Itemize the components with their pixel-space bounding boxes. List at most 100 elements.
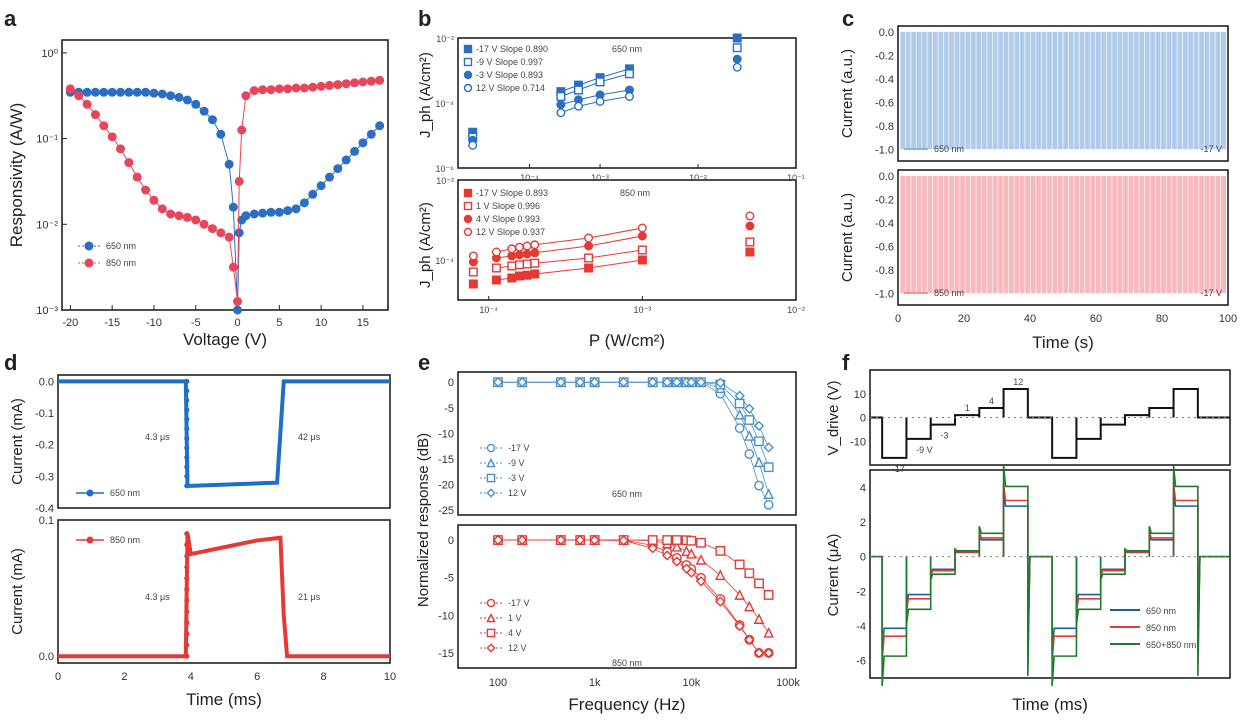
a-legend-marker [84, 241, 94, 251]
e-data-point [696, 537, 706, 548]
c-ytick-label: -0.8 [875, 265, 894, 277]
e-data-point [744, 430, 755, 441]
a-data-point [283, 84, 293, 94]
a-data-point [82, 87, 92, 97]
f-top-ytick-label: -10 [850, 436, 866, 448]
a-data-point [90, 110, 100, 120]
e-data-point [744, 634, 755, 645]
f-bottom-ytick-label: 2 [860, 517, 866, 529]
d-fall-time: 42 μs [298, 432, 321, 442]
c-ytick-label: -0.8 [875, 121, 894, 133]
a-data-point [216, 228, 226, 238]
e-data-point [744, 415, 755, 425]
e-xtick-label: 100k [776, 677, 800, 689]
e-data-point [763, 647, 774, 659]
b-data-point [624, 91, 634, 101]
e-legend-label: -17 V [508, 598, 530, 608]
a-data-point [316, 81, 326, 91]
c-bias-label: -17 V [1200, 288, 1222, 298]
a-legend-label: 850 nm [106, 258, 136, 268]
c-ytick-label: -0.6 [875, 241, 894, 253]
b-legend-marker [463, 188, 473, 198]
b-xtick-label: 10⁻¹ [787, 173, 805, 183]
b-data-point [522, 270, 532, 280]
e-xtick-label: 1k [589, 677, 601, 689]
a-data-point [132, 172, 142, 182]
c-ytick-label: 0.0 [879, 171, 894, 183]
b-legend-label: 12 V Slope 0.937 [476, 227, 545, 237]
e-data-point [734, 559, 745, 570]
a-data-point [366, 129, 376, 139]
b-data-point [514, 242, 524, 252]
e-legend-marker [486, 473, 496, 483]
a-data-point [191, 99, 201, 109]
panel-f-bottom-frame [869, 469, 1231, 679]
c-ytick-label: -0.2 [875, 194, 894, 206]
e-xlabel: Frequency (Hz) [568, 695, 685, 714]
a-data-point [324, 172, 334, 182]
e-data-point [715, 377, 726, 388]
e-data-point [661, 550, 673, 561]
e-data-point [618, 535, 629, 546]
d-edge-dot [184, 454, 190, 460]
a-data-point [333, 164, 343, 174]
b-data-point [745, 237, 755, 247]
panel-label-b: b [418, 6, 431, 31]
c-legend-label: 850 nm [934, 288, 964, 298]
e-legend-label: 12 V [508, 643, 527, 653]
a-data-point [341, 155, 351, 165]
b-fit-line [560, 89, 630, 106]
b-annotation: 850 nm [620, 188, 650, 198]
d-edge-dot [184, 378, 190, 384]
b-legend-marker [463, 201, 473, 211]
e-ytick-label: -15 [438, 648, 454, 660]
d-rise-time: 4.3 μs [145, 432, 170, 442]
a-ytick-label: 10⁻¹ [36, 134, 58, 146]
a-data-point [324, 80, 334, 90]
b-fit-line [560, 96, 630, 114]
e-annotation: 850 nm [612, 658, 642, 668]
a-data-point [224, 159, 234, 169]
a-data-point [228, 202, 238, 212]
f-step-label: -17 [892, 464, 905, 474]
b-data-point [556, 108, 566, 118]
e-ytick-label: 0 [448, 535, 454, 547]
d-edge-dot [184, 388, 190, 394]
e-data-point [763, 627, 774, 638]
e-ytick-label: -10 [438, 428, 454, 440]
b-data-point [522, 249, 532, 259]
b-data-point [507, 273, 517, 283]
a-data-point [157, 204, 167, 214]
a-data-point [199, 219, 209, 229]
panel-a-frame [61, 39, 389, 311]
b-data-point [584, 253, 594, 263]
c-xtick-label: 40 [1024, 313, 1036, 325]
b-data-point [530, 269, 540, 279]
a-data-point [299, 83, 309, 93]
d-edge-dot [184, 642, 190, 648]
c-ytick-label: -0.2 [875, 50, 894, 62]
panel-c-bottom-frame [897, 169, 1229, 306]
b-ytick-label: 10⁻² [436, 34, 454, 44]
b-legend-label: -3 V Slope 0.893 [476, 70, 543, 80]
a-data-point [90, 87, 100, 97]
c-xtick-label: 20 [958, 313, 970, 325]
e-ylabel: Normalized response (dB) [415, 433, 432, 607]
c-ytick-label: -0.6 [875, 97, 894, 109]
a-data-point [228, 262, 238, 272]
b-legend-label: -17 V Slope 0.893 [476, 188, 548, 198]
a-data-point [291, 204, 301, 214]
a-data-point [149, 88, 159, 98]
e-data-point [555, 377, 567, 388]
d-xtick-label: 8 [321, 671, 327, 683]
d-legend-label: 650 nm [110, 488, 140, 498]
a-data-point [166, 91, 176, 101]
d-edge-dot [184, 553, 190, 559]
d-edge-dot [184, 531, 190, 537]
e-data-point [734, 589, 745, 600]
a-data-point [308, 82, 318, 92]
b-ytick-label: 10⁻⁶ [436, 164, 455, 174]
d-edge-dot [184, 435, 190, 441]
e-ytick-label: -5 [444, 403, 454, 415]
a-data-point [241, 211, 251, 221]
